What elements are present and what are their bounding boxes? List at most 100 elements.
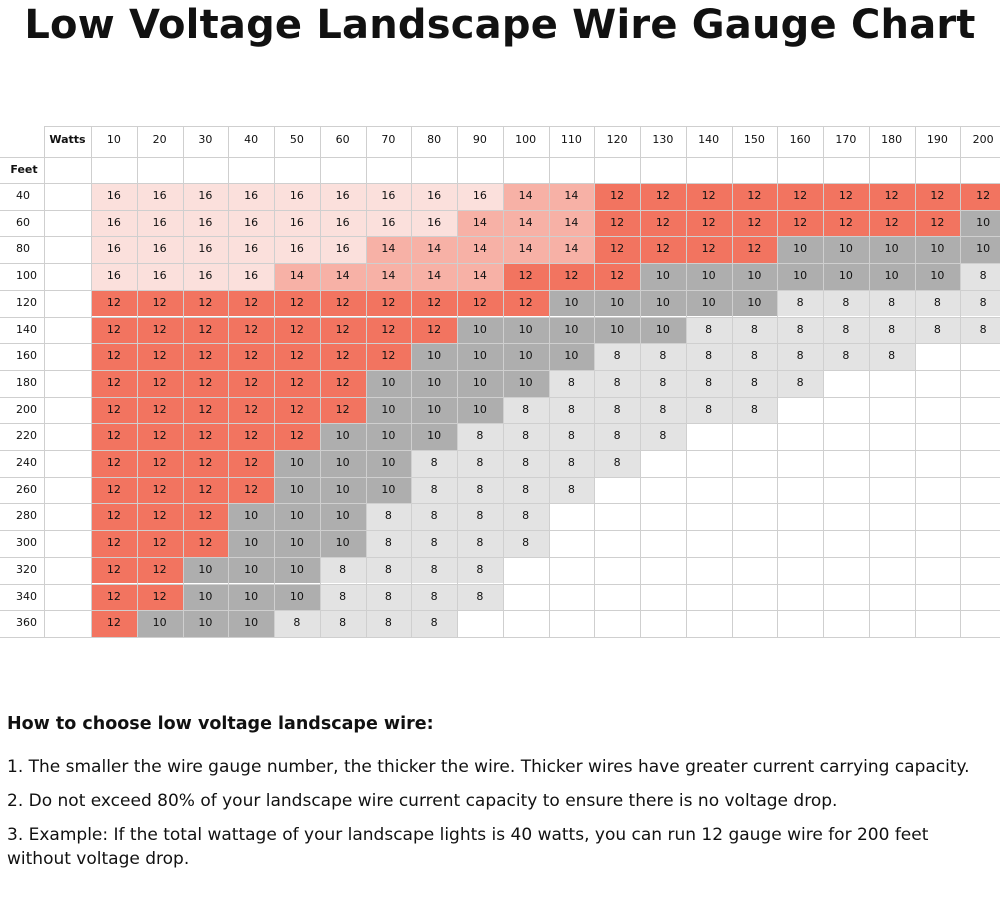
- feet-row-header: 140: [16, 322, 37, 336]
- gauge-cell: 12: [136, 423, 183, 450]
- gauge-cell: 8: [548, 369, 595, 397]
- gauge-cell: 14: [411, 263, 457, 290]
- gauge-cell: 14: [365, 236, 412, 264]
- gauge-cell: 10: [548, 289, 595, 317]
- gauge-cell: 12: [640, 236, 686, 264]
- gauge-cell: 8: [502, 476, 549, 504]
- gauge-cell: 16: [136, 263, 183, 290]
- gauge-cell: 12: [365, 289, 412, 317]
- gauge-cell: 12: [228, 343, 274, 370]
- gauge-cell: 12: [182, 369, 229, 397]
- gauge-cell: 16: [228, 263, 274, 290]
- gauge-cell: 10: [274, 530, 320, 557]
- gauge-cell: 8: [502, 396, 549, 424]
- gauge-cell: 12: [594, 236, 640, 264]
- gauge-cell: [685, 423, 732, 450]
- gauge-cell: 12: [136, 503, 183, 531]
- gauge-cell: [823, 503, 869, 531]
- gauge-cell: 10: [228, 610, 274, 637]
- gauge-cell: [777, 476, 823, 504]
- gauge-cell: 16: [182, 209, 229, 237]
- gauge-cell: [777, 396, 823, 424]
- gauge-cell: 8: [411, 610, 457, 637]
- gauge-cell: 16: [182, 236, 229, 264]
- gauge-cell: 12: [960, 183, 1000, 210]
- gauge-cell: [914, 369, 961, 397]
- gauge-cell: 10: [228, 530, 274, 557]
- watts-column-header: 70: [381, 133, 396, 146]
- gauge-cell: 8: [685, 396, 732, 424]
- gauge-cell: 12: [594, 209, 640, 237]
- gauge-cell: 12: [136, 556, 183, 584]
- gauge-cell: [914, 476, 961, 504]
- grid-line-vertical: [457, 126, 458, 637]
- grid-line-vertical: [777, 126, 778, 637]
- gauge-cell: 16: [136, 209, 183, 237]
- gauge-cell: 12: [91, 369, 137, 397]
- gauge-cell: [914, 556, 961, 584]
- gauge-cell: 8: [457, 583, 503, 611]
- gauge-cell: 12: [777, 183, 823, 210]
- feet-row-header: 80: [16, 242, 30, 256]
- gauge-cell: 8: [411, 530, 457, 557]
- gauge-cell: 10: [685, 263, 732, 290]
- grid-line-vertical: [503, 126, 504, 637]
- gauge-cell: [823, 476, 869, 504]
- gauge-cell: 8: [502, 503, 549, 531]
- gauge-cell: [502, 583, 549, 611]
- gauge-cell: 10: [319, 476, 366, 504]
- gauge-cell: 10: [457, 369, 503, 397]
- feet-row-header: 300: [16, 536, 37, 550]
- gauge-cell: 14: [457, 209, 503, 237]
- feet-row-header: 160: [16, 349, 37, 363]
- grid-line-horizontal: [0, 317, 1000, 318]
- gauge-cell: 10: [823, 236, 869, 264]
- note-item-1: 1. The smaller the wire gauge number, th…: [7, 757, 970, 777]
- grid-line-vertical: [228, 126, 229, 637]
- gauge-cell: 12: [91, 289, 137, 317]
- watts-column-header: 130: [652, 133, 674, 146]
- gauge-cell: 12: [777, 209, 823, 237]
- grid-line-vertical: [594, 126, 595, 637]
- gauge-cell: 10: [548, 343, 595, 370]
- gauge-cell: 14: [548, 183, 595, 210]
- grid-line-horizontal: [0, 290, 1000, 291]
- gauge-cell: 10: [365, 369, 412, 397]
- gauge-cell: [640, 583, 686, 611]
- gauge-cell: 8: [868, 316, 915, 344]
- gauge-cell: 10: [182, 556, 229, 584]
- gauge-cell: 10: [274, 476, 320, 504]
- gauge-cell: 10: [319, 530, 366, 557]
- gauge-cell: 10: [914, 236, 961, 264]
- gauge-cell: 8: [548, 476, 595, 504]
- gauge-cell: 8: [640, 369, 686, 397]
- gauge-cell: 16: [228, 209, 274, 237]
- grid-line-horizontal: [0, 423, 1000, 424]
- feet-row-header: 260: [16, 482, 37, 496]
- watts-column-header: 60: [335, 133, 350, 146]
- gauge-cell: 8: [548, 396, 595, 424]
- gauge-cell: [594, 610, 640, 637]
- gauge-cell: 8: [823, 289, 869, 317]
- gauge-cell: 10: [365, 396, 412, 424]
- gauge-cell: 12: [868, 183, 915, 210]
- gauge-cell: 16: [136, 183, 183, 210]
- gauge-cell: 16: [457, 183, 503, 210]
- gauge-cell: [777, 423, 823, 450]
- gauge-cell: 10: [731, 289, 778, 317]
- gauge-cell: 8: [594, 423, 640, 450]
- gauge-cell: 12: [319, 316, 366, 344]
- gauge-cell: [823, 583, 869, 611]
- grid-line-vertical: [44, 126, 45, 637]
- feet-row-header: 340: [16, 589, 37, 603]
- gauge-cell: 12: [319, 396, 366, 424]
- gauge-cell: 12: [136, 396, 183, 424]
- gauge-cell: 12: [91, 556, 137, 584]
- grid-line-horizontal: [0, 210, 1000, 211]
- grid-line-vertical: [411, 126, 412, 637]
- gauge-cell: 12: [136, 450, 183, 477]
- gauge-cell: 16: [411, 183, 457, 210]
- gauge-cell: [640, 450, 686, 477]
- gauge-cell: 8: [777, 316, 823, 344]
- gauge-cell: 16: [365, 209, 412, 237]
